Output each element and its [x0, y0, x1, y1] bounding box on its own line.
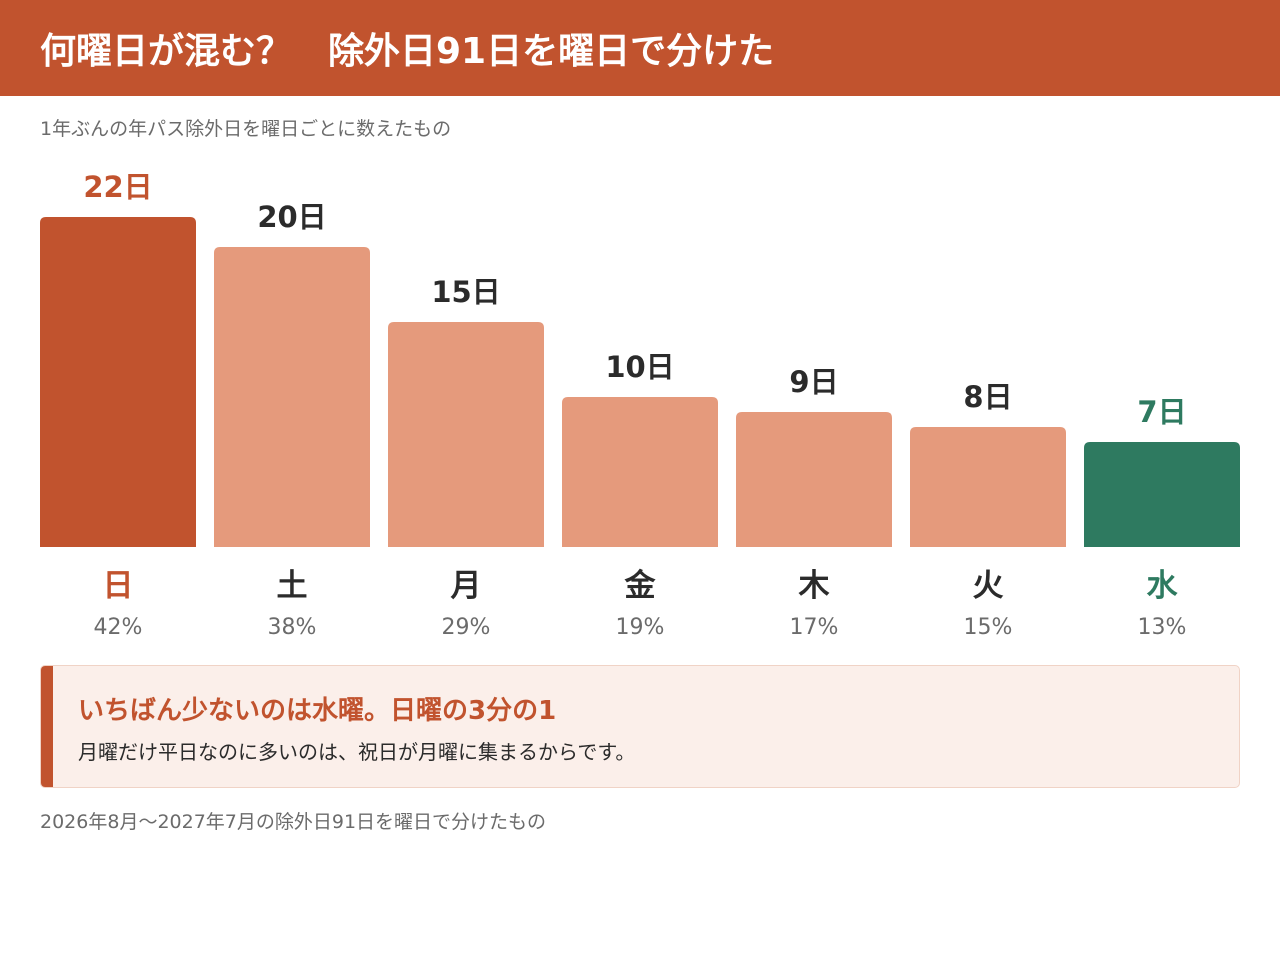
bar-2 — [388, 322, 544, 547]
footnote: 2026年8月〜2027年7月の除外日91日を曜日で分けたもの — [40, 811, 547, 833]
callout-headline: いちばん少ないのは水曜。日曜の3分の1 — [78, 696, 557, 726]
percent-label-5: 15% — [964, 615, 1013, 640]
percent-label-0: 42% — [94, 615, 143, 640]
bar-6 — [1084, 442, 1240, 547]
value-label-2: 15日 — [431, 275, 500, 309]
day-label-1: 土 — [277, 568, 308, 604]
value-label-0: 22日 — [83, 170, 152, 204]
value-label-6: 7日 — [1137, 395, 1186, 429]
value-label-1: 20日 — [257, 200, 326, 234]
value-label-5: 8日 — [963, 380, 1012, 414]
day-label-0: 日 — [103, 568, 134, 604]
bar-4 — [736, 412, 892, 547]
bar-5 — [910, 427, 1066, 547]
percent-label-4: 17% — [790, 615, 839, 640]
day-label-3: 金 — [624, 568, 657, 604]
callout-accent-bar — [41, 666, 53, 787]
header-banner: 何曜日が混む？ 除外日91日を曜日で分けた — [0, 0, 1280, 96]
percent-label-3: 19% — [616, 615, 665, 640]
bar-3 — [562, 397, 718, 547]
chart-subtitle: 1年ぶんの年パス除外日を曜日ごとに数えたもの — [40, 118, 452, 140]
callout-box: いちばん少ないのは水曜。日曜の3分の1 月曜だけ平日なのに多いのは、祝日が月曜に… — [40, 665, 1240, 788]
callout-body: 月曜だけ平日なのに多いのは、祝日が月曜に集まるからです。 — [78, 740, 636, 764]
day-label-4: 木 — [798, 568, 830, 604]
value-label-4: 9日 — [789, 365, 838, 399]
day-label-6: 水 — [1147, 568, 1179, 604]
percent-label-2: 29% — [442, 615, 491, 640]
value-label-3: 10日 — [605, 350, 674, 384]
percent-label-6: 13% — [1138, 615, 1187, 640]
page-title: 何曜日が混む？ 除外日91日を曜日で分けた — [40, 31, 775, 72]
day-label-5: 火 — [973, 568, 1004, 604]
bar-1 — [214, 247, 370, 547]
day-label-2: 月 — [451, 568, 482, 604]
bar-0 — [40, 217, 196, 547]
percent-label-1: 38% — [268, 615, 317, 640]
